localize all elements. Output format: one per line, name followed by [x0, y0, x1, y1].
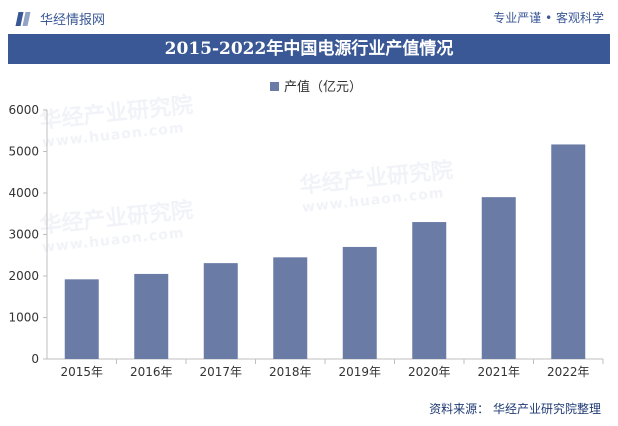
x-tick-label: 2021年	[477, 365, 520, 379]
x-tick-label: 2019年	[338, 365, 381, 379]
x-tick-label: 2015年	[60, 365, 103, 379]
y-tick-label: 3000	[8, 228, 39, 242]
x-tick-label: 2016年	[130, 365, 173, 379]
chart-title: 2015-2022年中国电源行业产值情况	[8, 34, 610, 64]
x-tick-label: 2020年	[408, 365, 451, 379]
x-tick-label: 2022年	[547, 365, 590, 379]
y-tick-label: 6000	[8, 103, 39, 117]
y-tick-label: 1000	[8, 311, 39, 325]
legend-label: 产值（亿元）	[284, 79, 362, 95]
brand-name: 华经情报网	[40, 13, 106, 28]
top-bar: 华经情报网 专业严谨 • 客观科学	[0, 0, 618, 32]
brand-logo-icon	[15, 11, 34, 26]
y-tick-label: 4000	[8, 186, 39, 200]
bar	[64, 279, 99, 359]
bar	[412, 222, 447, 359]
bar	[273, 257, 308, 359]
bar	[134, 273, 169, 359]
y-tick-label: 5000	[8, 145, 39, 159]
source-note: 资料来源： 华经产业研究院整理	[429, 402, 601, 416]
x-tick-label: 2018年	[269, 365, 312, 379]
bar	[551, 144, 586, 359]
bar	[342, 246, 377, 359]
bar	[203, 263, 238, 359]
legend-swatch	[270, 82, 279, 91]
x-tick-label: 2017年	[199, 365, 242, 379]
brand[interactable]: 华经情报网	[15, 9, 106, 28]
y-tick-label: 0	[31, 352, 39, 366]
y-tick-label: 2000	[8, 269, 39, 283]
bar	[481, 197, 516, 359]
bar-chart: 0 1000 2000 3000 4000 5000 6000 2015年 2016年 2017年…	[8, 79, 604, 379]
slogan: 专业严谨 • 客观科学	[493, 11, 604, 25]
chart-area: 0 1000 2000 3000 4000 5000 6000 2015年 2016年 2017年…	[0, 66, 618, 398]
